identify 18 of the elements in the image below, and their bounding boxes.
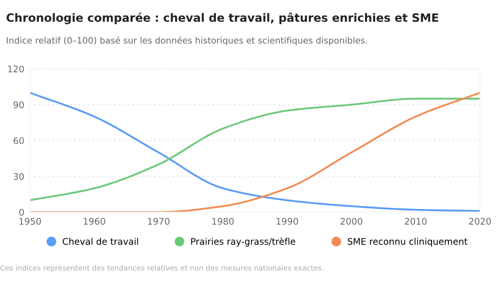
legend-label: Prairies ray-grass/trèfle [191, 237, 296, 247]
x-tick-label: 1960 [84, 218, 106, 225]
x-tick-label: 1980 [212, 218, 234, 225]
x-tick-label: 1990 [276, 218, 298, 225]
x-tick-label: 1970 [148, 218, 170, 225]
chart-subtitle: Indice relatif (0–100) basé sur les données historiques et scientifiques disponibles. [6, 36, 367, 46]
y-tick-label: 30 [14, 173, 24, 180]
x-tick-label: 2000 [340, 218, 362, 225]
x-tick-label: 1950 [20, 218, 41, 225]
legend-label: SME reconnu cliniquement [348, 238, 468, 247]
y-tick-label: 120 [8, 66, 24, 72]
y-tick-label: 90 [14, 101, 24, 108]
x-tick-label: 2010 [404, 218, 427, 225]
legend-label: Cheval de travail [62, 238, 138, 245]
y-tick-label: 60 [14, 137, 24, 144]
x-tick-label: 2020 [469, 218, 491, 225]
chart-title: Chronologie comparée : cheval de travail, pâtures enrichies et SME [6, 12, 438, 24]
y-tick-label: 0 [19, 208, 24, 216]
